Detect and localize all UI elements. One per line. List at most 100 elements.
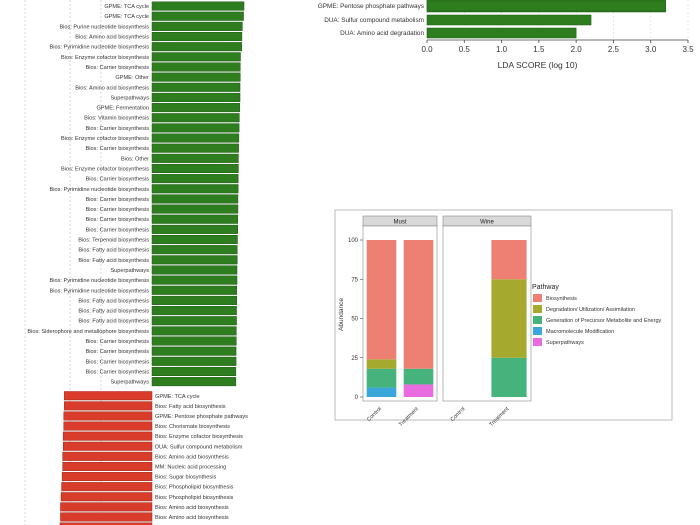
facet-label: Must <box>393 220 406 226</box>
green-bar-label: Bios: Pyrimidine nucleotide biosynthesis <box>50 187 150 193</box>
stack-segment <box>491 279 527 358</box>
red-bar <box>63 411 153 421</box>
y-tick-label: 0 <box>355 395 359 401</box>
green-bar-label: Bios: Enzyme cofactor biosynthesis <box>61 136 149 142</box>
legend-label: Macromolecule Modification <box>546 329 614 335</box>
bar-label: GPME: Pentose phosphate pathways <box>318 3 424 10</box>
green-bar <box>151 377 237 387</box>
red-bar <box>61 472 153 482</box>
legend-label: Generation of Precursor Metabolite and E… <box>546 318 662 324</box>
legend-swatch <box>533 316 542 324</box>
green-bar-label: Superpathways <box>110 380 149 386</box>
legend-swatch <box>533 338 542 346</box>
red-bar <box>60 492 153 502</box>
red-bar-label: GPME: TCA cycle <box>155 394 200 400</box>
red-bar-label: Bios: Fatty acid biosynthesis <box>155 404 226 410</box>
green-bar <box>151 366 237 377</box>
green-bar <box>151 255 238 265</box>
red-bar <box>63 421 153 431</box>
green-bar <box>151 275 238 285</box>
green-bar <box>151 1 245 11</box>
x-tick-label: 0.5 <box>459 45 471 54</box>
green-bar-label: Bios: Carrier biosynthesis <box>86 369 150 375</box>
red-bar-label: DUA: Sulfur compound metabolism <box>155 444 243 450</box>
green-bar <box>151 62 241 72</box>
green-bar-label: Superpathways <box>110 95 149 101</box>
stack-segment <box>403 368 434 385</box>
legend-label: Degradation/ Utilization/ Assimilation <box>546 307 635 313</box>
legend-label: Superpathways <box>546 340 584 346</box>
green-bar-label: Superpathways <box>110 268 149 274</box>
green-bar <box>151 11 244 21</box>
legend-swatch <box>533 294 542 302</box>
legend-swatch <box>533 305 542 313</box>
green-bar <box>151 346 237 356</box>
green-bar <box>151 52 241 62</box>
green-bar <box>151 153 239 163</box>
green-bar <box>151 295 238 305</box>
green-bar <box>151 306 237 316</box>
green-bar-label: Bios: Carrier biosynthesis <box>86 65 150 71</box>
green-bar-label: Bios: Fatty acid biosynthesis <box>78 319 149 325</box>
red-bar-label: Bios: Amino acid biosynthesis <box>155 505 229 511</box>
green-bar <box>151 21 243 31</box>
green-bar-label: GPME: TCA cycle <box>104 4 149 10</box>
stack-segment <box>403 384 434 397</box>
red-bar <box>60 502 153 512</box>
legend-label: Biosynthesis <box>546 296 577 302</box>
x-tick-label: 2.0 <box>571 45 583 54</box>
red-bar <box>62 441 153 451</box>
green-bar <box>426 0 666 12</box>
green-bar-label: Bios: Enzyme cofactor biosynthesis <box>61 55 149 61</box>
green-bar-label: Bios: Carrier biosynthesis <box>86 177 150 183</box>
green-bar-label: Bios: Carrier biosynthesis <box>86 217 150 223</box>
green-bar <box>151 72 241 82</box>
green-bar-label: GPME: Other <box>115 75 149 81</box>
stack-segment <box>491 240 527 280</box>
green-bar <box>151 174 239 184</box>
green-bar <box>151 224 238 234</box>
green-bar <box>426 14 592 26</box>
green-bar <box>426 27 577 39</box>
green-bar-label: Bios: Vitamin biosynthesis <box>84 116 149 122</box>
green-bar-label: Bios: Siderophore and metallophore biosy… <box>27 329 149 335</box>
green-bar-label: Bios: Fatty acid biosynthesis <box>78 258 149 264</box>
green-bar <box>151 204 239 214</box>
red-bar-label: Bios: Phospholipid biosynthesis <box>155 495 234 501</box>
red-bar-label: Bios: Amino acid biosynthesis <box>155 454 229 460</box>
green-bar-label: Bios: Carrier biosynthesis <box>86 146 150 152</box>
red-bar <box>60 512 153 522</box>
red-bar <box>62 431 153 441</box>
green-bar-label: Bios: Amino acid biosynthesis <box>75 35 149 41</box>
x-tick-label: 2.5 <box>608 45 620 54</box>
green-bar <box>151 133 240 143</box>
green-bar <box>151 336 237 346</box>
x-tick-label: 1.0 <box>496 45 508 54</box>
stack-segment <box>491 357 527 397</box>
green-bar-label: Bios: Carrier biosynthesis <box>86 339 150 345</box>
green-bar-label: Bios: Other <box>121 156 149 162</box>
facet-label: Wine <box>480 220 494 226</box>
red-bar-label: Bios: Amino acid biosynthesis <box>155 515 229 521</box>
red-bar-label: Bios: Enzyme cofactor biosynthesis <box>155 434 243 440</box>
red-bar-label: Bios: Sugar biosynthesis <box>155 475 216 481</box>
legend-title: Pathway <box>532 284 559 291</box>
green-bar-label: Bios: Carrier biosynthesis <box>86 227 150 233</box>
bar-label: DUA: Amino acid degradation <box>340 30 424 37</box>
green-bar <box>151 326 237 336</box>
red-bar <box>62 461 153 471</box>
y-tick-label: 25 <box>351 356 358 362</box>
green-bar-label: Bios: Enzyme cofactor biosynthesis <box>61 166 149 172</box>
green-bar <box>151 235 238 245</box>
x-axis-title: LDA SCORE (log 10) <box>498 60 578 70</box>
legend-swatch <box>533 327 542 335</box>
green-bar-label: Bios: Amino acid biosynthesis <box>75 85 149 91</box>
green-bar <box>151 285 238 295</box>
green-bar <box>151 113 240 123</box>
green-bar <box>151 92 241 102</box>
green-bar <box>151 214 238 224</box>
green-bar <box>151 143 239 153</box>
green-bar <box>151 82 241 92</box>
